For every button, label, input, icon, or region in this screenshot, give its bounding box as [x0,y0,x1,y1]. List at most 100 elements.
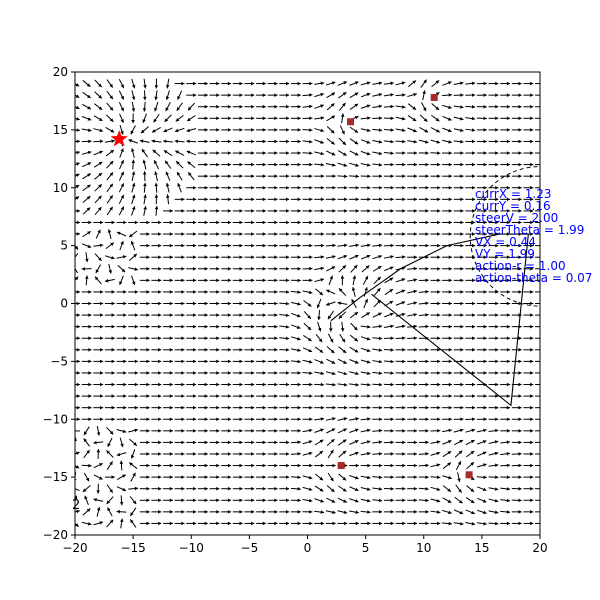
field-arrow [326,266,336,272]
field-arrow [500,475,511,479]
field-arrow [511,324,522,329]
field-arrow [267,313,278,317]
field-arrow [535,233,540,235]
field-arrow [372,197,383,202]
field-arrow [209,162,220,167]
field-arrow [453,521,464,526]
field-arrow [290,371,301,375]
field-arrow [197,463,208,468]
field-arrow [197,243,208,248]
field-arrow [500,93,511,97]
field-arrow [81,417,92,422]
field-arrow [153,159,160,170]
field-arrow [75,82,80,87]
field-arrow [349,417,359,421]
field-arrow [279,185,290,190]
field-arrow [267,93,278,97]
field-arrow [209,510,220,514]
field-arrow [104,475,115,479]
field-arrow [221,452,232,456]
field-arrow [209,394,220,398]
field-arrow [151,382,162,387]
field-arrow [535,337,540,339]
field-arrow [174,278,185,283]
field-arrow [232,151,243,155]
field-arrow [523,313,534,317]
field-arrow [337,81,348,86]
field-arrow [302,394,313,398]
field-arrow [232,197,243,202]
field-arrow [535,187,540,189]
obstacle-marker [430,93,438,101]
field-arrow [326,358,336,365]
field-arrow [75,209,80,213]
field-arrow [442,348,452,352]
field-arrow [119,495,124,506]
field-arrow [267,475,278,479]
field-arrow [93,498,104,502]
field-arrow [383,417,394,422]
field-arrow [327,310,334,320]
field-arrow [209,475,220,479]
field-arrow [279,486,290,491]
field-arrow [279,116,290,121]
field-arrow [244,440,255,445]
field-arrow [442,462,452,469]
field-arrow [279,417,290,422]
field-arrow [244,290,255,294]
field-arrow [232,278,243,283]
field-arrow [418,371,429,375]
field-arrow [81,162,92,168]
field-arrow [500,255,511,259]
field-arrow [476,521,487,526]
field-arrow [81,116,92,121]
field-arrow [418,498,429,503]
field-arrow [325,81,336,86]
field-arrow [186,290,197,294]
field-arrow [75,522,79,528]
field-arrow [303,300,312,307]
field-arrow [395,116,406,121]
field-arrow [383,185,394,190]
field-arrow [197,151,208,155]
field-arrow [361,265,370,273]
field-arrow [221,521,232,526]
field-arrow [315,334,323,343]
field-arrow [383,128,394,132]
field-arrow [511,486,522,491]
field-arrow [500,440,511,444]
field-arrow [407,394,418,398]
field-arrow [93,440,104,445]
field-arrow [139,290,150,294]
field-arrow [442,139,452,144]
field-arrow [337,254,348,260]
field-arrow [407,301,418,306]
field-arrow [75,128,80,132]
field-arrow [383,197,394,202]
field-arrow [314,346,324,354]
field-arrow [279,255,290,259]
field-arrow [325,220,336,225]
field-arrow [442,174,452,178]
field-arrow [106,183,114,193]
field-arrow [256,220,266,225]
field-arrow [139,510,150,514]
field-arrow [186,150,196,156]
field-arrow [511,440,522,445]
field-arrow [174,382,185,387]
field-arrow [372,139,383,144]
field-arrow [267,243,278,248]
field-arrow [383,359,394,364]
field-arrow [186,185,197,190]
field-arrow [128,462,138,469]
field-arrow [106,484,114,494]
field-arrow [267,498,278,503]
field-arrow [116,474,127,481]
field-arrow [325,371,336,376]
field-arrow [244,209,255,213]
field-arrow [407,197,418,202]
field-arrow [221,290,232,294]
field-arrow [81,371,92,375]
field-arrow [476,475,487,480]
field-arrow [163,220,173,225]
